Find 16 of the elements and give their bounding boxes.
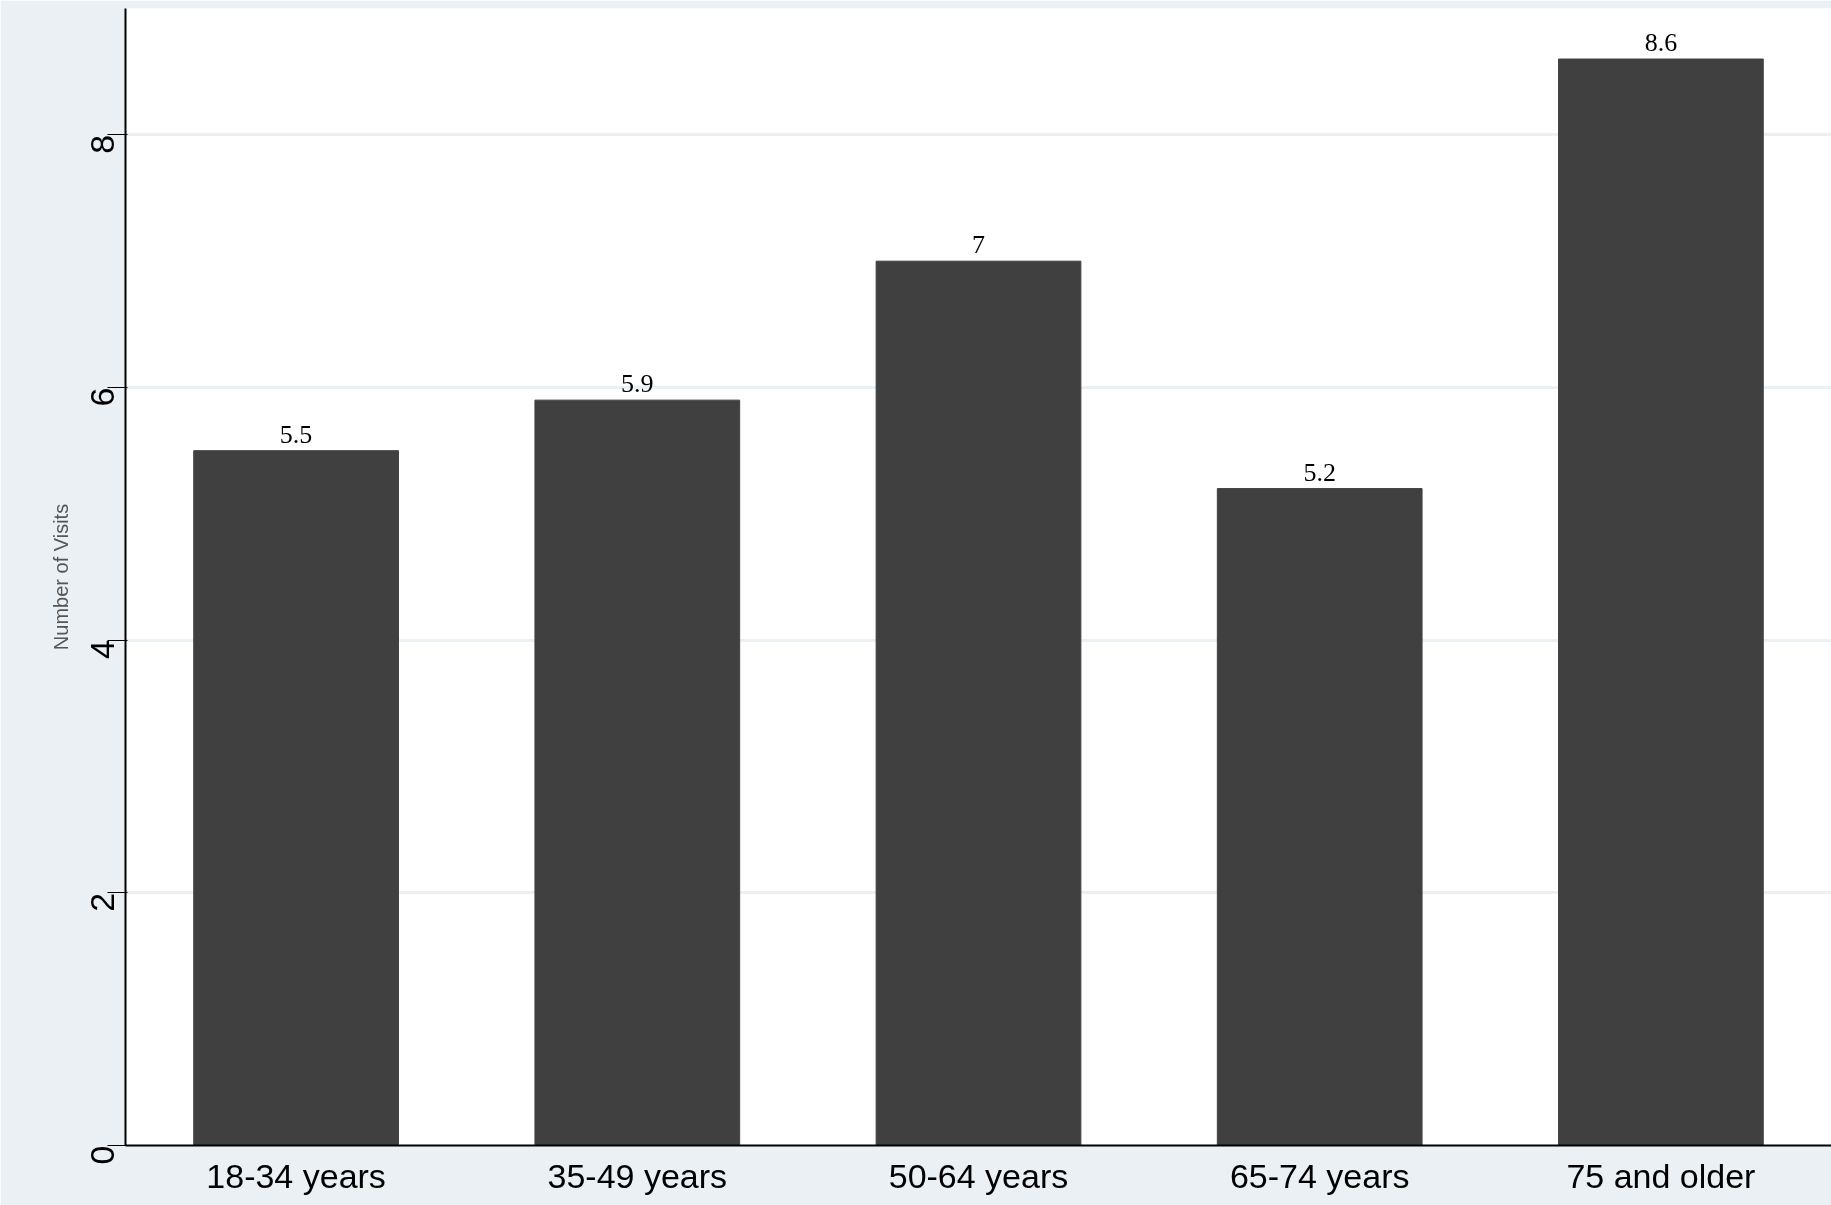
y-axis-title: Number of Visits [49,503,72,651]
y-tick-label: 4 [83,640,121,660]
x-tick-label: 18-34 years [206,1156,386,1195]
data-label: 8.6 [1644,28,1678,58]
y-tick-label: 2 [83,892,121,912]
x-tick-label: 50-64 years [888,1156,1069,1195]
x-tick-label: 35-49 years [547,1156,728,1195]
y-tick-label: 6 [83,387,121,407]
x-tick-label: 75 and older [1566,1156,1756,1195]
x-tick-label: 65-74 years [1229,1156,1410,1195]
data-label: 5.9 [621,369,654,399]
data-label: 5.5 [279,419,313,449]
data-label: 5.2 [1303,457,1336,487]
y-tick-label: 8 [83,134,121,154]
data-label: 7 [972,230,985,260]
y-tick-label: 0 [83,1145,121,1165]
